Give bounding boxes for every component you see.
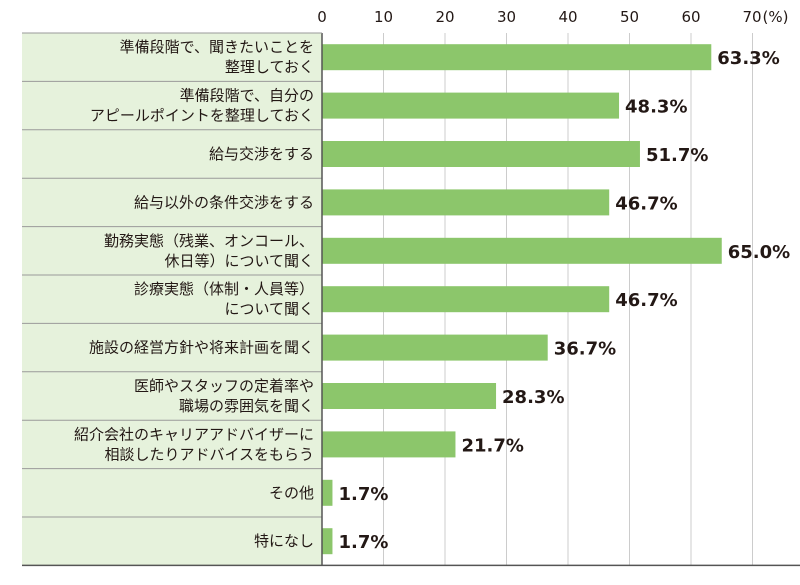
bar	[322, 334, 548, 361]
category-label: 診療実態（体制・人員等）	[134, 280, 314, 298]
x-tick-label: 50	[620, 8, 639, 26]
x-tick-label: 0	[317, 8, 327, 26]
category-label: 施設の経営方針や将来計画を聞く	[89, 339, 314, 357]
category-label: 特になし	[254, 532, 314, 550]
category-label: 準備段階で、聞きたいことを	[120, 38, 314, 56]
bar	[322, 92, 620, 119]
category-label: その他	[269, 484, 314, 502]
data-label: 46.7%	[615, 193, 677, 214]
data-label: 28.3%	[502, 387, 564, 408]
bar	[322, 479, 333, 506]
bar	[322, 528, 333, 555]
category-label: 勤務実態（残業、オンコール、	[104, 232, 314, 250]
category-label: 給与交渉をする	[209, 145, 314, 163]
category-label: 職場の雰囲気を聞く	[179, 397, 314, 415]
bar	[322, 431, 456, 458]
category-label: 紹介会社のキャリアアドバイザーに	[74, 425, 314, 443]
x-tick-label: 60	[681, 8, 700, 26]
category-label: 医師やスタッフの定着率や	[134, 377, 314, 395]
unit-label: (%)	[763, 8, 789, 26]
data-label: 21.7%	[461, 435, 523, 456]
category-label: 給与以外の条件交渉をする	[134, 193, 314, 211]
x-tick-label: 10	[374, 8, 393, 26]
x-tick-label: 40	[558, 8, 577, 26]
data-label: 1.7%	[338, 532, 388, 553]
data-label: 46.7%	[615, 290, 677, 311]
x-tick-label: 30	[497, 8, 516, 26]
data-label: 51.7%	[646, 145, 708, 166]
data-label: 36.7%	[554, 339, 616, 360]
category-label-panel	[22, 33, 322, 566]
category-label: 準備段階で、自分の	[180, 87, 314, 105]
data-label: 48.3%	[625, 97, 687, 118]
category-label: 整理しておく	[225, 58, 314, 76]
category-label: アピールポイントを整理しておく	[90, 107, 314, 125]
bar	[322, 141, 640, 167]
data-label: 63.3%	[717, 48, 779, 69]
x-tick-label: 20	[435, 8, 454, 26]
x-tick-label: 70	[743, 8, 762, 26]
data-label: 65.0%	[728, 242, 790, 263]
category-label: 休日等）について聞く	[164, 252, 314, 270]
bar	[322, 44, 712, 71]
category-label: 相談したりアドバイスをもらう	[104, 445, 314, 463]
data-label: 1.7%	[338, 484, 388, 505]
bar	[322, 286, 610, 313]
bar	[322, 237, 722, 264]
category-label: について聞く	[224, 300, 314, 318]
bar	[322, 383, 497, 409]
bar	[322, 189, 610, 216]
